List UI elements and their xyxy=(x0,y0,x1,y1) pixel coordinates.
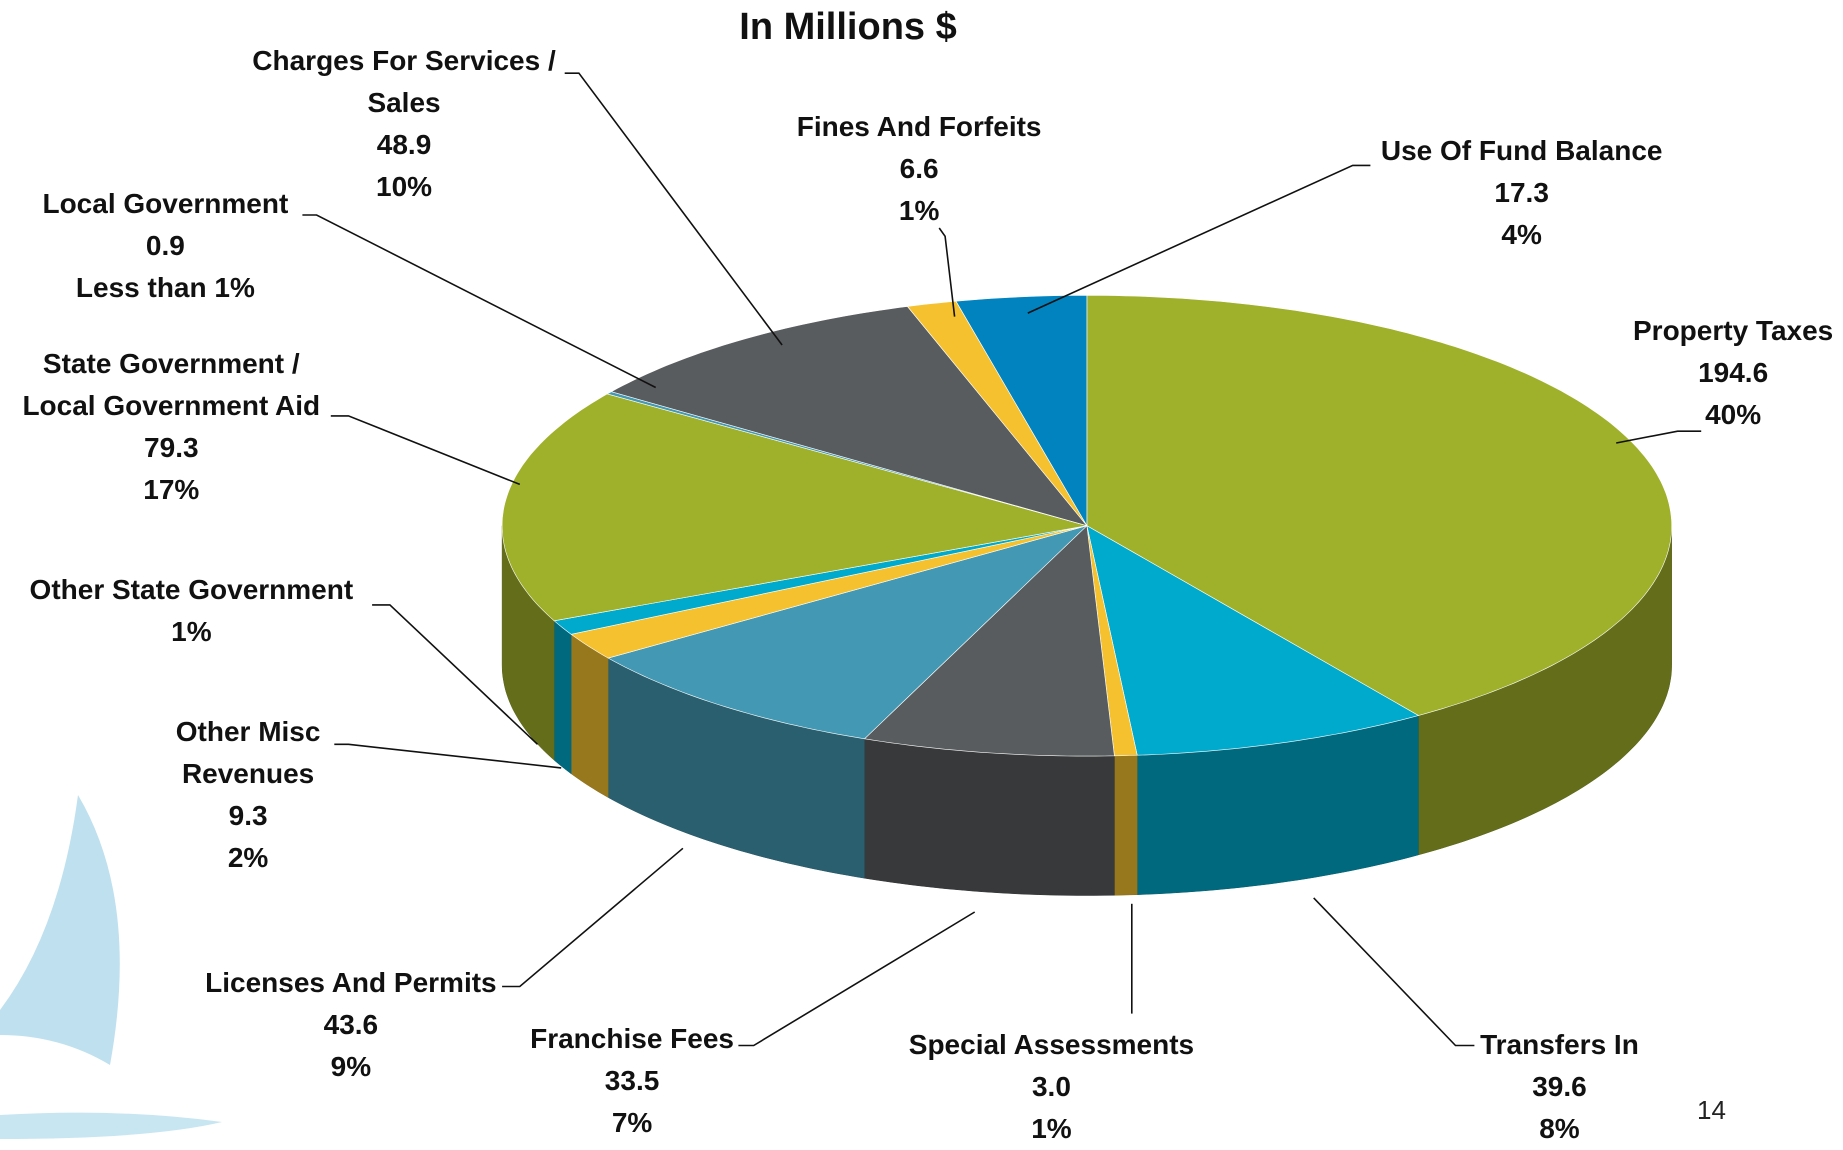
chart-title: In Millions $ xyxy=(739,6,957,48)
slice xyxy=(955,295,1088,527)
slice-category: Licenses And Permits xyxy=(205,966,497,998)
slice-percent: 1% xyxy=(171,616,212,648)
slice-percent: 40% xyxy=(1705,398,1762,430)
leader-line xyxy=(330,415,521,486)
slice-category: Other Misc Revenues xyxy=(175,716,321,790)
leader-line xyxy=(1027,164,1371,314)
leader-line xyxy=(372,604,539,745)
slice-label: Franchise Fees 33.5 7% xyxy=(530,1018,734,1144)
slice-value: 43.6 xyxy=(323,1008,379,1040)
slice-label: Fines And Forfeits 6.6 1% xyxy=(797,106,1042,232)
slice-side xyxy=(864,738,1115,896)
leader-lines xyxy=(302,72,1702,1047)
slice-category: Special Assessments xyxy=(908,1029,1195,1061)
slice-category: Fines And Forfeits xyxy=(796,111,1042,143)
leader-line xyxy=(334,743,562,769)
slice-value: 79.3 xyxy=(144,431,199,463)
slice-percent: 7% xyxy=(611,1107,653,1139)
slice-value: 48.9 xyxy=(376,129,432,161)
slice xyxy=(863,525,1115,757)
slice-category: Transfers In xyxy=(1480,1029,1639,1061)
slice-value: 0.9 xyxy=(145,230,185,262)
leader-line xyxy=(302,214,657,389)
slice-value: 194.6 xyxy=(1698,356,1769,388)
slice-value: 33.5 xyxy=(604,1065,660,1097)
slice-side xyxy=(570,633,609,798)
slice-label: Other State Government 1% xyxy=(30,569,354,653)
slice-label: Charges For Services / Sales 48.9 10% xyxy=(243,40,565,208)
slice-category: Property Taxes xyxy=(1633,314,1834,346)
slice-value: 17.3 xyxy=(1494,176,1549,208)
slice-percent: 8% xyxy=(1539,1113,1580,1145)
slice-percent: 17% xyxy=(143,473,200,505)
slice-label: Licenses And Permits 43.6 9% xyxy=(205,962,497,1088)
slice-percent: 1% xyxy=(898,195,940,227)
slice-side xyxy=(553,620,572,775)
slice-label: Property Taxes 194.6 40% xyxy=(1633,310,1833,436)
leader-line xyxy=(1616,430,1702,444)
sailboat-logo xyxy=(0,795,222,1139)
slice-label: State Government / Local Government Aid 7… xyxy=(10,343,332,511)
slice-value: 6.6 xyxy=(899,153,939,185)
slice-label: Use Of Fund Balance 17.3 4% xyxy=(1381,130,1663,256)
leader-line xyxy=(738,911,976,1047)
slice xyxy=(501,393,1087,622)
slice xyxy=(1086,295,1672,716)
leader-line xyxy=(564,72,783,346)
leader-line xyxy=(1313,897,1475,1047)
slice-percent: 4% xyxy=(1501,218,1542,250)
slice-label: Local Government 0.9 Less than 1% xyxy=(42,183,288,309)
slice-percent: 2% xyxy=(227,842,269,874)
slice xyxy=(607,525,1088,740)
slice-percent: 9% xyxy=(330,1050,372,1082)
slice-percent: 10% xyxy=(376,171,433,203)
pie xyxy=(501,295,1672,896)
slice-category: Other State Government xyxy=(29,574,354,606)
slice-value: 39.6 xyxy=(1532,1071,1587,1103)
slice-label: Other Misc Revenues 9.3 2% xyxy=(148,711,348,879)
slice-category: Local Government xyxy=(42,188,289,220)
slice xyxy=(570,525,1087,659)
slice-percent: 1% xyxy=(1031,1113,1072,1145)
slice-side xyxy=(1114,754,1138,896)
slice-category: State Government / Local Government Aid xyxy=(22,347,321,421)
slice-label: Special Assessments 3.0 1% xyxy=(909,1024,1194,1150)
leader-line xyxy=(938,227,956,317)
slice-label: Transfers In 39.6 8% xyxy=(1480,1024,1639,1150)
leader-line xyxy=(502,847,684,988)
slice xyxy=(610,306,1088,527)
page-number: 14 xyxy=(1697,1095,1726,1125)
slice-percent: Less than 1% xyxy=(75,272,255,304)
slice-category: Franchise Fees xyxy=(530,1023,734,1055)
slice-value: 9.3 xyxy=(228,800,268,832)
slice-category: Charges For Services / Sales xyxy=(252,45,556,119)
slice-category: Use Of Fund Balance xyxy=(1380,134,1663,166)
slice-value: 3.0 xyxy=(1031,1071,1071,1103)
slice xyxy=(1086,525,1420,756)
